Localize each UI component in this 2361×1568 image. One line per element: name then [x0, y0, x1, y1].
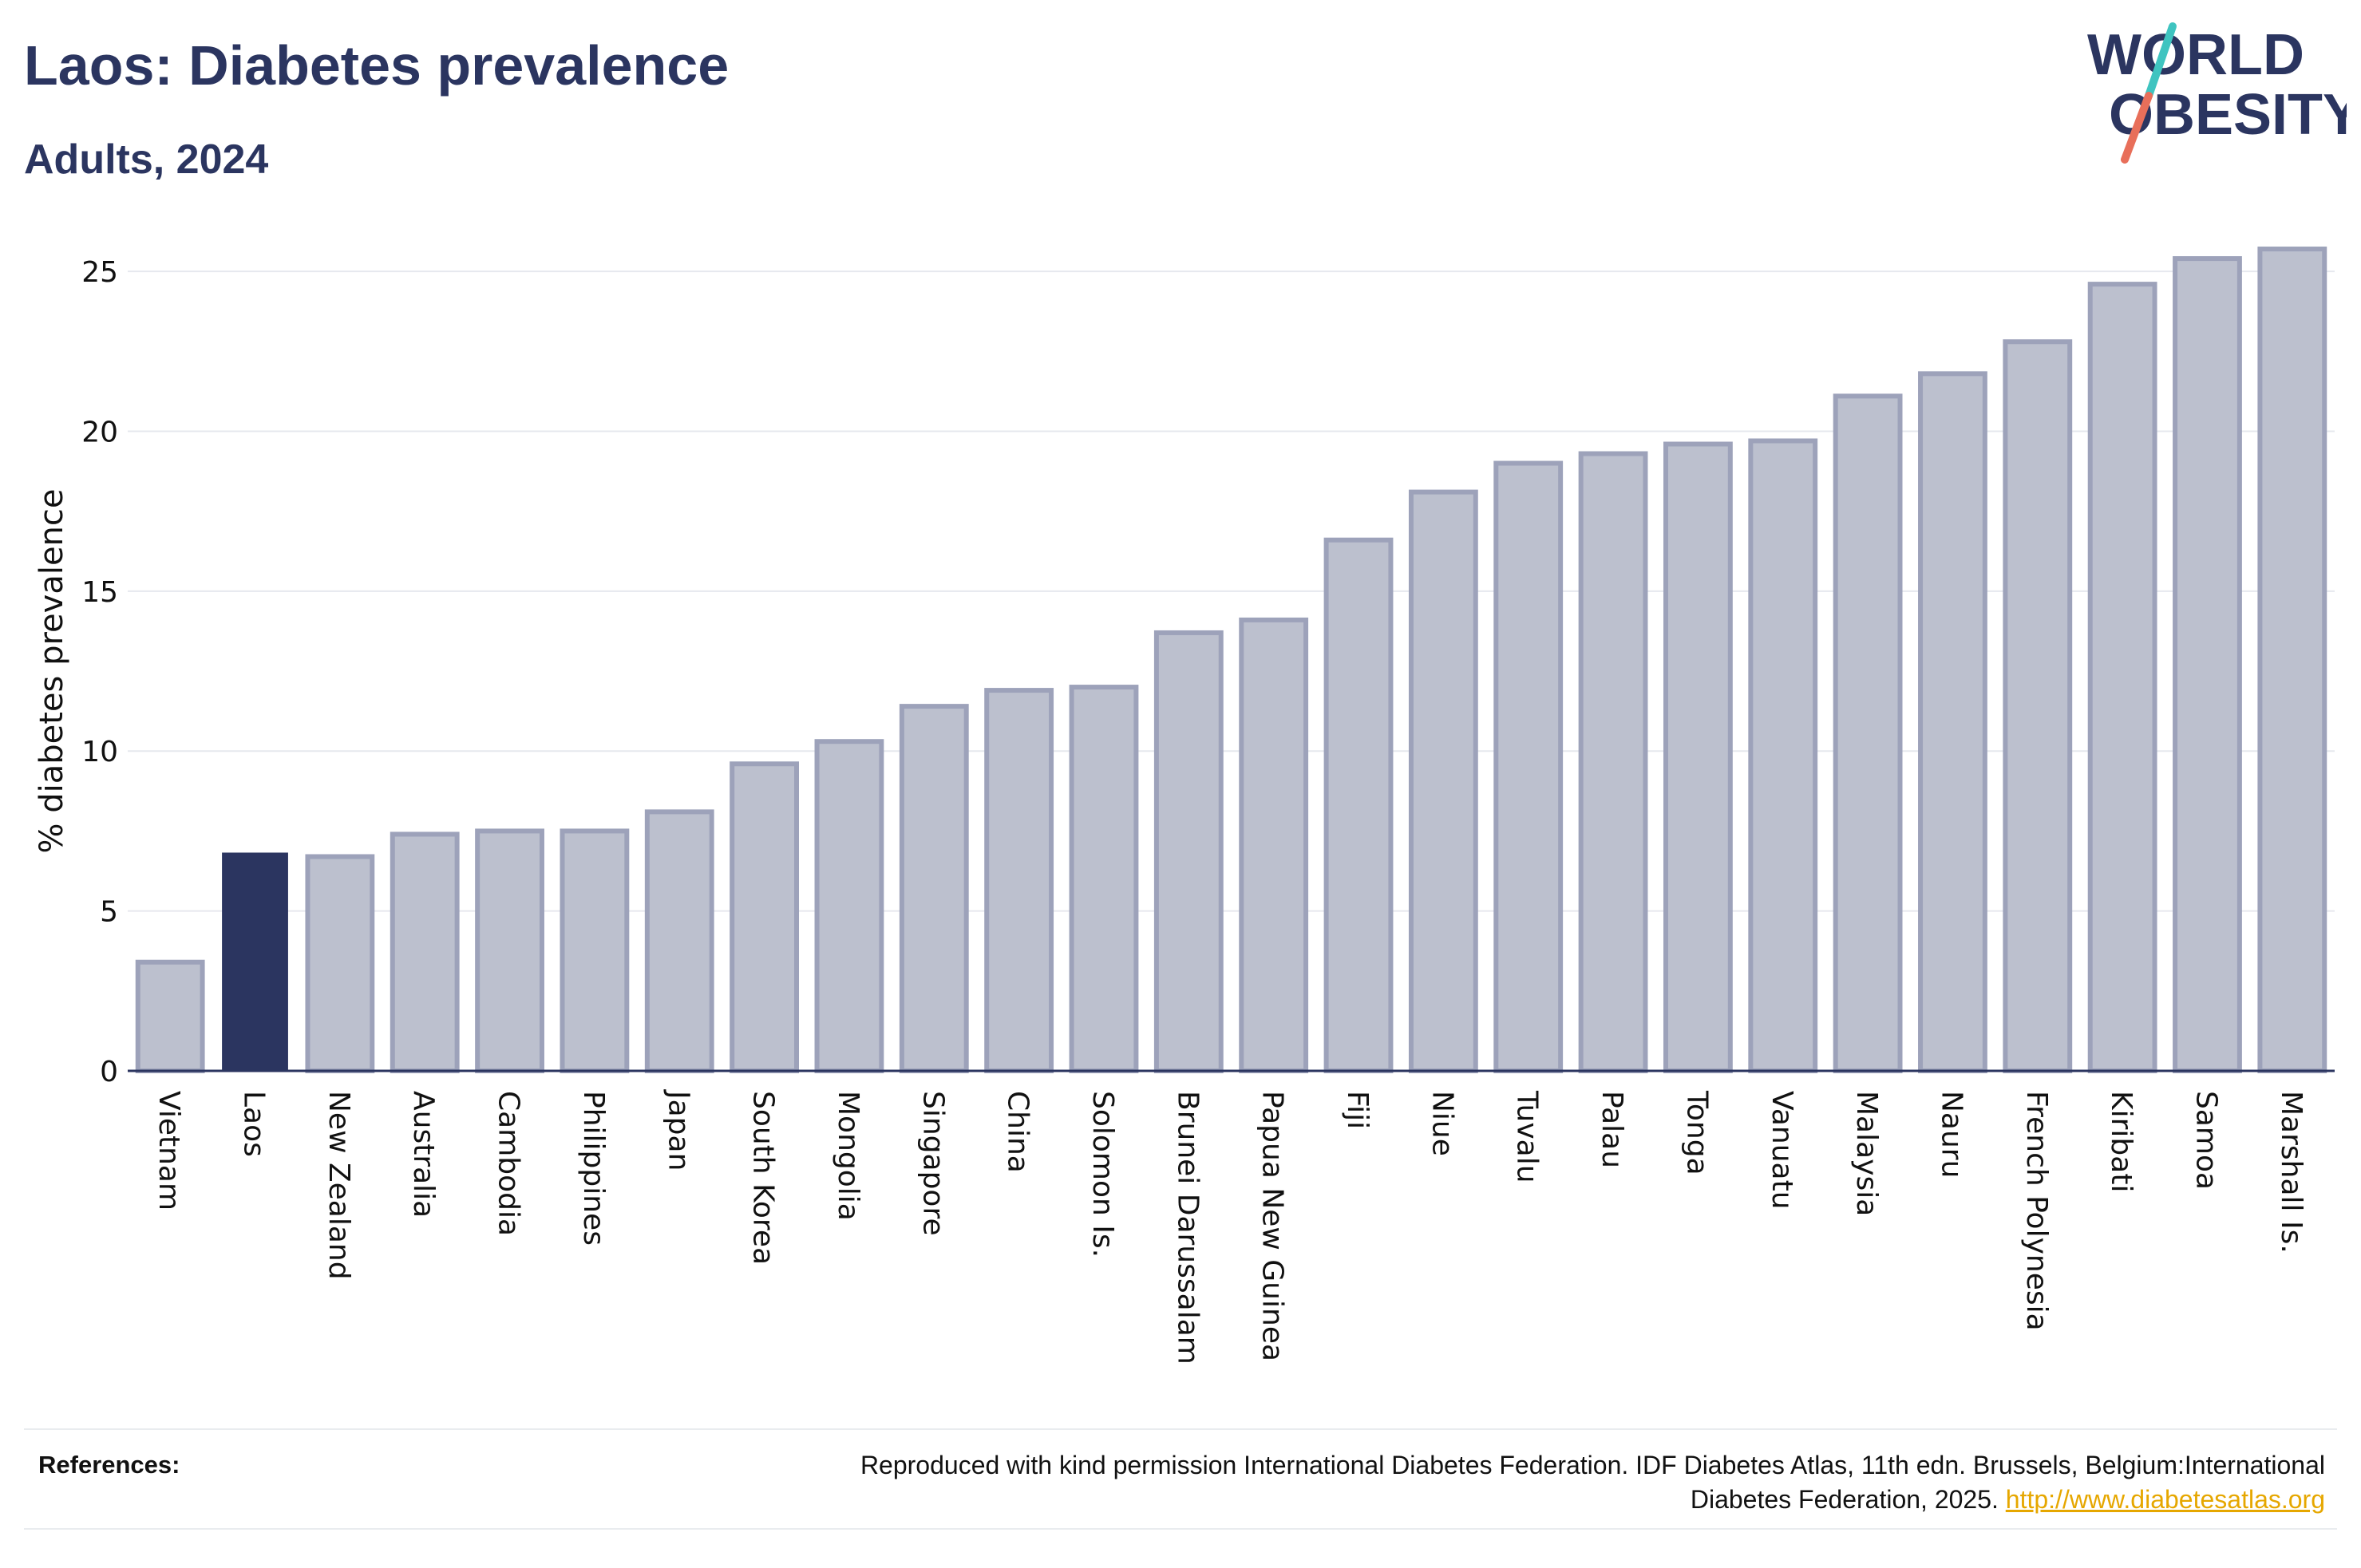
- x-tick-label: Cambodia: [492, 1091, 525, 1236]
- x-tick-label: Japan: [662, 1089, 694, 1171]
- bar-singapore: [899, 704, 969, 1073]
- x-tick-label: Vietnam: [152, 1091, 185, 1211]
- bar-chart: 0 5 10 15 20 25 Vietnam Laos New Zealand Australi…: [34, 247, 2335, 1365]
- references-text: Reproduced with kind permission Internat…: [649, 1448, 2325, 1517]
- references-label: References:: [38, 1451, 180, 1479]
- y-tick-label: 5: [100, 896, 118, 929]
- bar-palau: [1578, 451, 1648, 1073]
- bar-china: [984, 688, 1054, 1073]
- x-tick-label: Palau: [1596, 1091, 1628, 1168]
- x-tick-label: Vanuatu: [1766, 1091, 1798, 1210]
- x-tick-label: New Zealand: [322, 1091, 355, 1280]
- bar-malaysia: [1833, 393, 1903, 1073]
- x-tick-label: Solomon Is.: [1086, 1091, 1119, 1258]
- chart-subtitle: Adults, 2024: [24, 136, 269, 183]
- y-tick-label: 25: [81, 256, 118, 289]
- logo-line1: WORLD: [2087, 23, 2304, 87]
- x-tick-label: South Korea: [747, 1091, 780, 1265]
- x-tick-label: Tonga: [1680, 1090, 1713, 1175]
- bar-australia: [390, 831, 460, 1074]
- x-tick-label: Tuvalu: [1511, 1090, 1544, 1183]
- bar-mongolia: [814, 739, 884, 1073]
- footer-divider-bottom: [24, 1528, 2337, 1530]
- y-tick-label: 0: [100, 1056, 118, 1088]
- y-tick-label: 15: [81, 576, 118, 609]
- reference-link[interactable]: http://www.diabetesatlas.org: [2005, 1485, 2325, 1514]
- bar-laos: [222, 852, 288, 1072]
- bar-solomon-is: [1069, 685, 1139, 1073]
- logo-slash-top: [2145, 22, 2177, 100]
- bar-cambodia: [475, 828, 544, 1074]
- x-tick-label: Laos: [238, 1091, 271, 1157]
- x-tick-label: Nauru: [1935, 1091, 1968, 1178]
- bar-tonga: [1663, 441, 1733, 1073]
- bar-tuvalu: [1493, 460, 1564, 1073]
- bar-philippines: [560, 828, 630, 1074]
- y-tick-label: 10: [81, 736, 118, 768]
- x-tick-label: Papua New Guinea: [1256, 1091, 1289, 1361]
- x-tick-label: Fiji: [1341, 1091, 1374, 1129]
- reference-line-1: Reproduced with kind permission Internat…: [860, 1451, 2325, 1479]
- bar-vietnam: [135, 959, 205, 1073]
- bar-papua-new-guinea: [1239, 617, 1309, 1073]
- x-tick-label: Australia: [407, 1091, 440, 1218]
- bar-nauru: [1918, 371, 1987, 1074]
- x-tick-label: China: [1002, 1091, 1034, 1173]
- x-tick-label: French Polynesia: [2020, 1091, 2053, 1331]
- x-tick-label: Marshall Is.: [2275, 1091, 2308, 1254]
- bar-brunei-darussalam: [1153, 630, 1224, 1073]
- bar-new-zealand: [305, 854, 375, 1073]
- footer-divider-top: [24, 1428, 2337, 1430]
- y-axis-label: % diabetes prevalence: [34, 488, 70, 853]
- x-tick-label: Singapore: [916, 1091, 949, 1236]
- bar-samoa: [2173, 256, 2242, 1073]
- y-tick-label: 20: [81, 416, 118, 448]
- bar-niue: [1408, 489, 1478, 1073]
- reference-line-2: Diabetes Federation, 2025.: [1690, 1485, 1999, 1514]
- bar-south-korea: [730, 761, 800, 1073]
- x-tick-label: Mongolia: [832, 1091, 864, 1221]
- bars: [135, 247, 2327, 1074]
- bar-vanuatu: [1748, 438, 1818, 1073]
- x-tick-label: Philippines: [577, 1091, 610, 1246]
- x-tick-label: Kiribati: [2105, 1091, 2138, 1192]
- x-tick-label: Niue: [1426, 1091, 1458, 1156]
- chart-title: Laos: Diabetes prevalence: [24, 34, 730, 97]
- bar-fiji: [1323, 537, 1394, 1073]
- bar-marshall-is: [2257, 247, 2327, 1073]
- logo-slash-bottom: [2121, 92, 2153, 164]
- x-tick-label: Malaysia: [1850, 1091, 1883, 1216]
- bar-japan: [644, 809, 714, 1074]
- x-tick-label: Samoa: [2189, 1091, 2222, 1190]
- bar-french-polynesia: [2003, 339, 2073, 1073]
- x-tick-label: Brunei Darussalam: [1171, 1091, 1204, 1365]
- world-obesity-logo: WORLD OBESITY: [2087, 22, 2347, 164]
- bar-kiribati: [2087, 282, 2157, 1074]
- axes: 0 5 10 15 20 25 Vietnam Laos New Zealand Australi…: [81, 256, 2335, 1365]
